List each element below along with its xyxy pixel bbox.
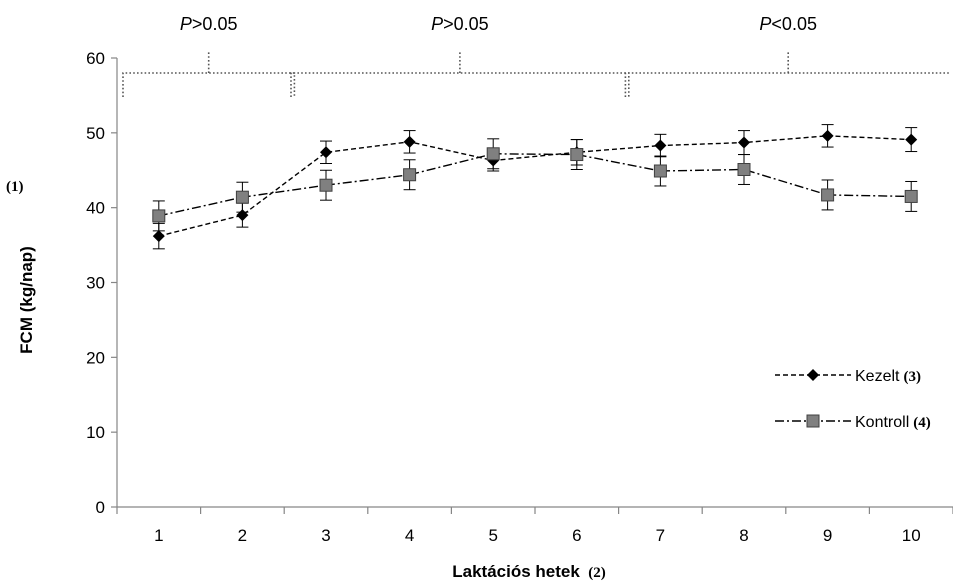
y-tick-label: 50 (86, 124, 105, 143)
data-point-kezelt (738, 136, 750, 149)
p-value-label: P>0.05 (180, 14, 238, 34)
legend-label: Kezelt (3) (855, 368, 921, 385)
x-tick-label: 1 (154, 526, 163, 545)
x-tick-label: 3 (321, 526, 330, 545)
data-point-kezelt (821, 129, 834, 142)
data-point-kontroll (904, 189, 918, 203)
y-axis-label: FCM (kg/nap) (17, 246, 36, 354)
x-tick-label: 9 (823, 526, 832, 545)
data-point-kontroll (235, 190, 249, 204)
x-tick-label: 4 (405, 526, 414, 545)
x-axis-ticks: 1 2 3 4 5 6 7 8 9 10 (116, 507, 953, 545)
significance-brace (122, 72, 296, 97)
significance-annotations: P>0.05 P>0.05 P<0.05 (122, 14, 951, 97)
data-point-kontroll (403, 168, 417, 182)
y-tick-label: 20 (86, 348, 105, 367)
legend-label: Kontroll (4) (855, 414, 931, 431)
y-tick-label: 40 (86, 199, 105, 218)
y-axis-title: FCM (kg/nap) (17, 246, 36, 354)
data-point-kezelt (320, 146, 332, 159)
x-tick-label: 7 (656, 526, 665, 545)
x-axis-label-text: Laktációs hetek (452, 562, 580, 581)
x-tick-label: 8 (739, 526, 748, 545)
legend: Kezelt (3) Kontroll (4) (775, 368, 931, 431)
x-axis-title: Laktációs hetek (2) (452, 562, 606, 581)
y-tick-label: 60 (86, 49, 105, 68)
legend-marker (807, 369, 819, 381)
x-axis-label: Laktációs hetek (2) (452, 562, 606, 581)
data-point-kezelt (403, 135, 416, 148)
x-tick-label: 6 (572, 526, 581, 545)
series-line (158, 153, 912, 217)
significance-brace (624, 72, 951, 97)
legend-marker (806, 414, 820, 428)
x-axis-label-tag: (2) (588, 565, 606, 581)
data-point-kontroll (737, 163, 751, 177)
data-point-kontroll (319, 178, 333, 192)
series-kontroll (152, 138, 918, 232)
x-tick-label: 5 (488, 526, 497, 545)
data-point-kezelt (654, 139, 667, 152)
data-point-kezelt (905, 133, 918, 146)
y-axis-ticks: 0 10 20 30 40 50 60 (86, 49, 117, 517)
y-tick-label: 0 (96, 498, 105, 517)
p-value-label: P<0.05 (759, 14, 817, 34)
y-axis-label-tag: (1) (6, 179, 24, 195)
data-point-kezelt (152, 230, 165, 243)
x-tick-label: 10 (902, 526, 921, 545)
series-layer (152, 124, 918, 250)
series-line (158, 135, 912, 237)
data-point-kontroll (486, 147, 500, 161)
significance-brace (290, 72, 630, 97)
data-point-kontroll (570, 148, 584, 162)
y-tick-label: 10 (86, 423, 105, 442)
data-point-kontroll (821, 188, 835, 202)
data-point-kontroll (152, 209, 166, 223)
y-tick-label: 30 (86, 274, 105, 293)
legend-entry-kezelt: Kezelt (3) (775, 368, 921, 385)
p-value-label: P>0.05 (431, 14, 489, 34)
legend-entry-kontroll: Kontroll (4) (775, 414, 931, 431)
data-point-kontroll (653, 164, 667, 178)
x-tick-label: 2 (238, 526, 247, 545)
